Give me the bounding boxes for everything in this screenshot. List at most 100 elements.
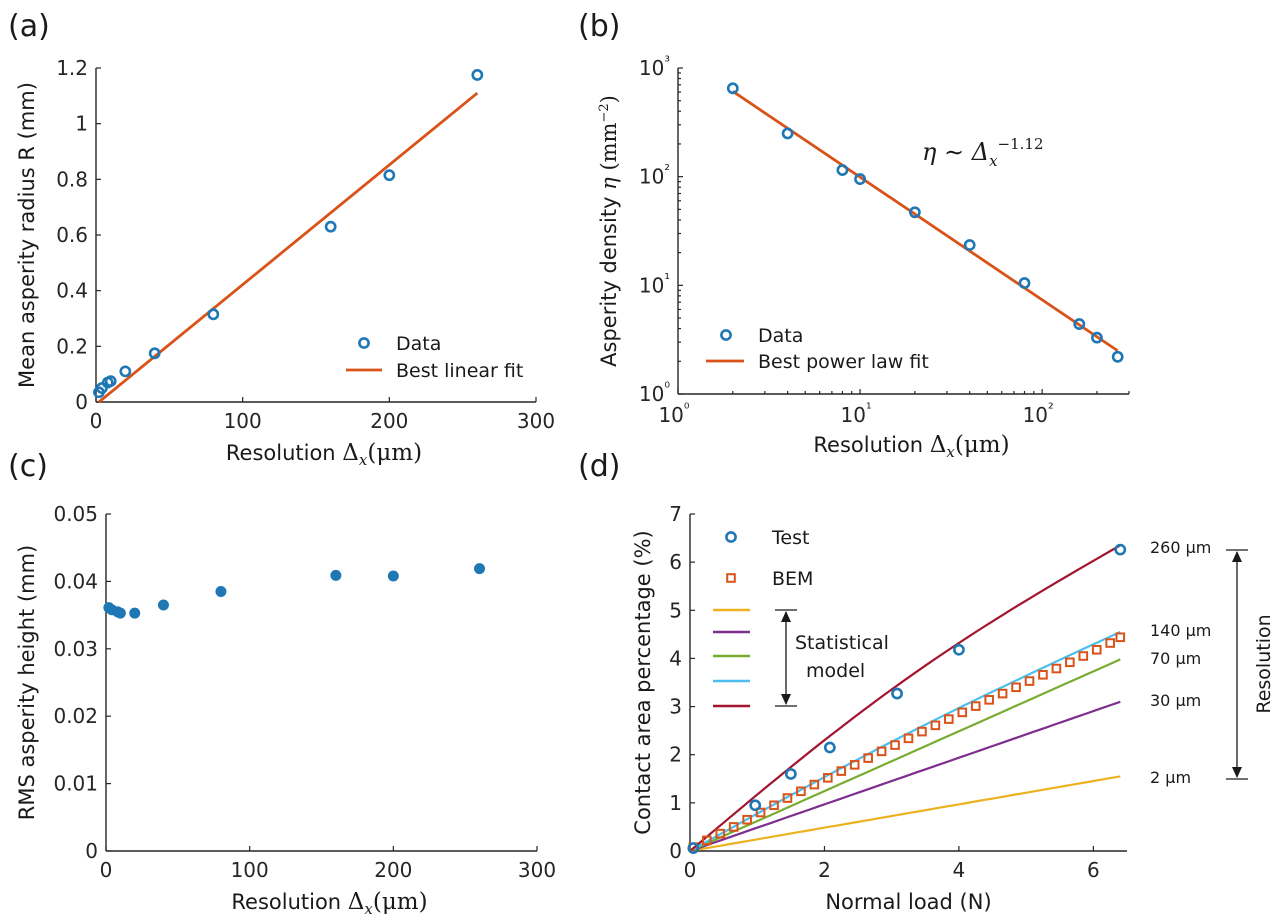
x-tick-label: 200 <box>370 409 408 433</box>
resolution-line-label: 140 μm <box>1150 621 1211 640</box>
bem-point <box>903 733 914 744</box>
x-tick-label: 100 <box>231 858 269 882</box>
bem-point <box>809 779 820 790</box>
y-tick-label: 10² <box>639 163 670 189</box>
data-point <box>854 173 866 185</box>
resolution-line-label: 260 μm <box>1150 538 1211 557</box>
y-tick-label: 3 <box>669 695 682 719</box>
bem-point <box>1065 657 1075 668</box>
bem-point <box>728 822 739 832</box>
y-tick-label: 0 <box>75 390 88 414</box>
y-tick-label: 0.8 <box>56 167 88 191</box>
data-point <box>215 586 227 598</box>
resolution-line-label: 2 μm <box>1150 768 1191 787</box>
res-arrow-up <box>1232 551 1242 562</box>
bem-point <box>1115 632 1126 643</box>
legend-marker-test <box>725 531 737 543</box>
data-point <box>387 570 399 582</box>
data-point <box>104 375 117 388</box>
y-tick-label: 0 <box>85 839 98 863</box>
y-tick-label: 0.05 <box>53 502 98 526</box>
bem-point <box>917 726 927 737</box>
bem-point <box>944 714 954 724</box>
model-line <box>689 658 1121 853</box>
y-tick-label: 4 <box>669 646 682 670</box>
x-tick-label: 300 <box>517 409 555 433</box>
data-point <box>726 82 739 95</box>
bem-point <box>1091 644 1102 655</box>
panel-label: (a) <box>8 9 50 44</box>
legend-label-bem: BEM <box>772 568 813 590</box>
test-point <box>749 799 762 812</box>
data-point <box>330 569 342 581</box>
x-tick-label: 4 <box>953 858 966 882</box>
legend-marker-data <box>720 329 732 341</box>
data-point <box>963 239 976 251</box>
data-point <box>148 347 161 360</box>
test-point <box>784 768 797 780</box>
legend-marker-data <box>358 337 370 349</box>
data-point <box>114 607 126 619</box>
resolution-label: Resolution <box>1253 614 1275 713</box>
test-point <box>1114 543 1127 556</box>
panel-label: (c) <box>8 449 48 484</box>
bem-point <box>930 720 941 731</box>
y-tick-label: 1 <box>75 112 88 136</box>
bem-point <box>836 766 847 776</box>
panel-a: (a) 0 100 200 300 0 0.2 0.4 0.6 0.8 1 1.2 Data Best l… <box>8 9 555 469</box>
bem-point <box>1011 682 1021 693</box>
data-point <box>1073 318 1086 330</box>
test-point <box>891 687 903 700</box>
bracket-label-line1: Statistical <box>795 632 889 654</box>
y-axis-label: RMS asperity height (mm) <box>15 545 39 821</box>
data-point <box>1091 331 1103 344</box>
test-point <box>687 842 700 855</box>
y-tick-label: 0.6 <box>56 223 88 247</box>
y-tick-label: 10³ <box>639 54 670 80</box>
legend-label-fit: Best power law fit <box>758 351 929 373</box>
y-tick-label: 10¹ <box>639 271 670 297</box>
y-tick-label: 0.02 <box>53 704 98 728</box>
fit-line <box>98 91 479 404</box>
legend-label-fit: Best linear fit <box>396 360 523 382</box>
bem-point <box>1051 663 1062 674</box>
data-point <box>383 169 396 182</box>
panel-d: (d) 0 2 4 6 0 1 2 3 4 5 6 7 Test BEM Statistical model 26… <box>578 449 1275 914</box>
y-axis-label: Asperity density η (mm−2) <box>597 95 621 367</box>
x-tick-label: 200 <box>374 858 412 882</box>
x-axis-label: Resolution Δx(μm) <box>231 889 427 918</box>
bracket-arrow-down <box>781 694 791 705</box>
bem-point <box>849 760 860 770</box>
model-line <box>689 775 1121 853</box>
panel-c: (c) 0 100 200 300 0 0.01 0.02 0.03 0.04 0.05 Resolu… <box>8 449 556 918</box>
y-tick-label: 7 <box>669 502 682 526</box>
bem-point <box>702 835 712 846</box>
power-law-annotation: η ∼ Δx−1.12 <box>922 135 1044 170</box>
x-tick-label: 2 <box>818 858 831 882</box>
y-tick-label: 6 <box>669 550 682 574</box>
bem-point <box>957 707 968 718</box>
x-tick-label: 300 <box>518 858 556 882</box>
y-tick-label: 1 <box>669 791 682 815</box>
data-point <box>129 607 141 619</box>
data-point <box>119 365 132 378</box>
legend-label-test: Test <box>771 527 809 549</box>
data-point <box>1111 350 1124 363</box>
data-point <box>1018 277 1031 289</box>
y-tick-label: 0.03 <box>53 637 98 661</box>
bem-point <box>863 753 873 763</box>
bem-point <box>1078 651 1089 661</box>
y-tick-label: 5 <box>669 598 682 622</box>
bem-point <box>782 793 793 803</box>
bem-point <box>769 800 779 811</box>
fit-line <box>732 90 1119 352</box>
bem-point <box>823 773 833 783</box>
bem-point <box>715 828 726 839</box>
bracket-label-line2: model <box>806 660 865 682</box>
data-point <box>207 308 220 321</box>
legend-label-data: Data <box>396 333 441 355</box>
x-tick-label: 0 <box>90 409 103 433</box>
x-tick-label: 10⁰ <box>658 401 689 427</box>
model-line <box>689 700 1121 853</box>
